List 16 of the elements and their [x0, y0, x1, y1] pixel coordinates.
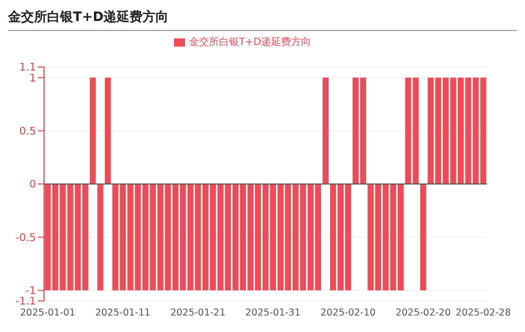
y-tick-label: 0.5 — [19, 126, 36, 138]
y-tick-label: -1.1 — [16, 296, 36, 308]
chart-title: 金交所白银T+D递延费方向 — [8, 8, 517, 31]
legend-label: 金交所白银T+D递延费方向 — [188, 37, 312, 48]
x-tick-label: 2025-01-31 — [245, 308, 301, 319]
y-tick-label: 1.1 — [19, 62, 36, 74]
y-tick-label: -0.5 — [16, 232, 36, 244]
x-tick-label: 2025-01-11 — [95, 308, 150, 319]
x-tick-label: 2025-02-10 — [320, 308, 376, 319]
y-tick-label: 1 — [29, 72, 36, 84]
x-tick-label: 2025-01-01 — [20, 308, 76, 319]
y-tick-label: 0 — [29, 178, 36, 191]
y-tick-label: -1 — [26, 285, 36, 298]
x-tick-label: 2025-01-21 — [170, 308, 226, 319]
x-tick-label: 2025-02-28 — [456, 308, 511, 319]
x-tick-label: 2025-02-20 — [396, 308, 451, 319]
